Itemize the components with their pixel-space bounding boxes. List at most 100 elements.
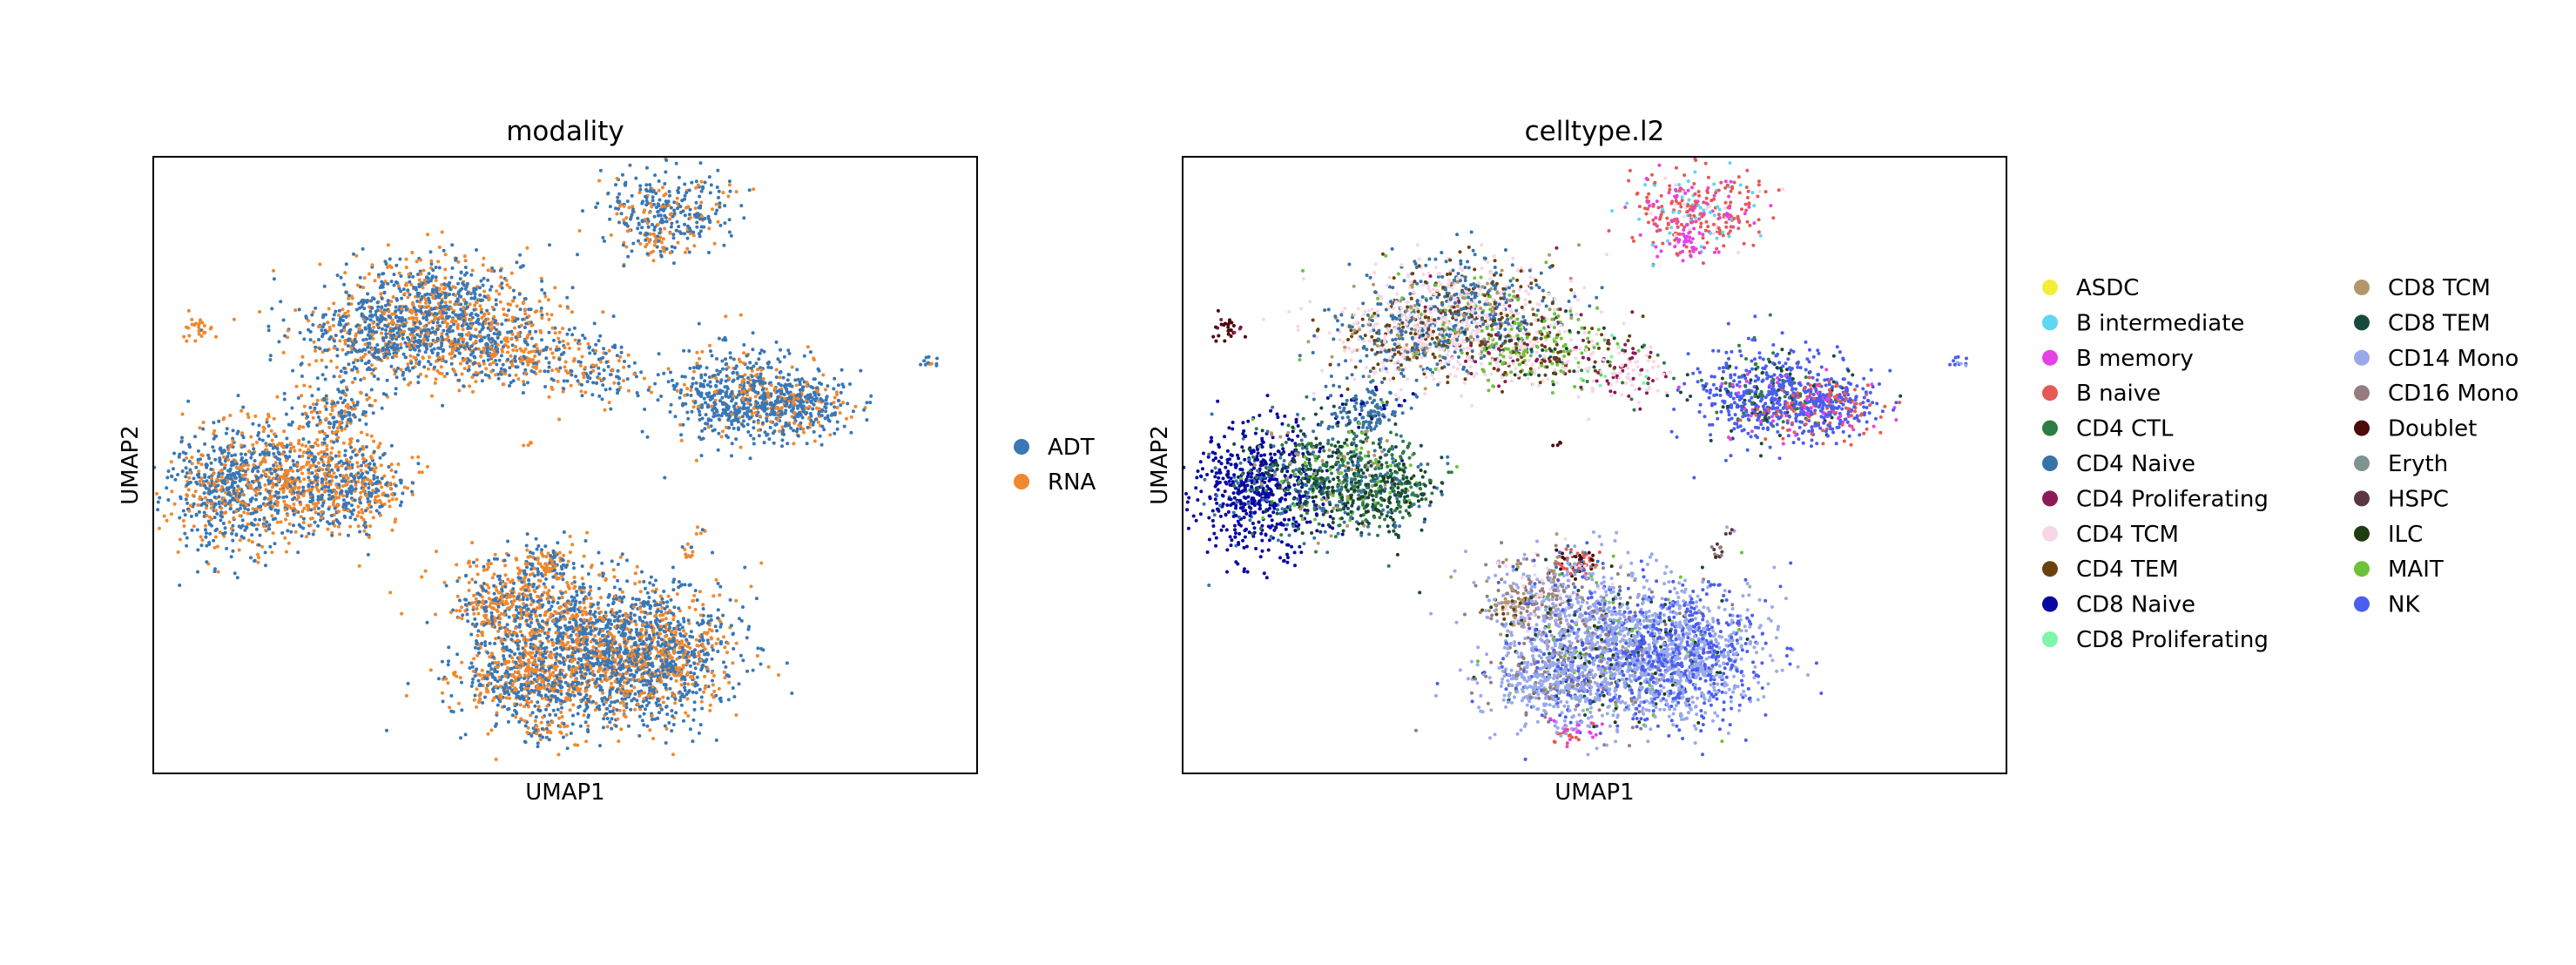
modality-point <box>521 361 525 366</box>
modality-point <box>700 349 705 354</box>
modality-point <box>705 383 710 387</box>
modality-point <box>619 350 624 354</box>
modality-point <box>647 385 651 389</box>
modality-point <box>239 506 242 510</box>
modality-point <box>277 340 281 344</box>
modality-point <box>772 429 777 434</box>
modality-point <box>767 360 771 364</box>
modality-point <box>347 533 350 537</box>
modality-point <box>442 307 446 312</box>
modality-point <box>253 414 258 418</box>
modality-point <box>479 354 483 358</box>
modality-point <box>377 273 381 277</box>
modality-point <box>316 512 320 516</box>
modality-point <box>711 374 715 378</box>
modality-point <box>582 375 586 380</box>
modality-point <box>240 518 245 523</box>
modality-point <box>187 476 192 480</box>
modality-point <box>303 411 307 415</box>
modality-point <box>229 526 233 530</box>
modality-point <box>742 378 746 381</box>
modality-point <box>818 407 821 411</box>
modality-point <box>310 488 314 491</box>
modality-point <box>265 448 269 452</box>
modality-point <box>292 523 295 528</box>
modality-point <box>676 240 680 245</box>
modality-point <box>212 545 217 550</box>
modality-point <box>246 477 250 482</box>
modality-point <box>644 199 649 203</box>
modality-point <box>761 377 765 381</box>
modality-point <box>316 501 320 505</box>
modality-point <box>205 531 208 536</box>
modality-point <box>652 228 657 232</box>
modality-point <box>336 313 341 317</box>
modality-point <box>679 433 684 437</box>
modality-point <box>492 572 496 577</box>
modality-point <box>225 546 229 550</box>
modality-point <box>336 524 341 529</box>
modality-point <box>227 520 232 524</box>
modality-point <box>248 485 253 489</box>
modality-point <box>496 376 501 381</box>
modality-point <box>368 309 373 314</box>
modality-point <box>317 489 320 493</box>
modality-point <box>552 554 556 558</box>
modality-point <box>208 327 212 331</box>
modality-point <box>539 309 543 314</box>
modality-point <box>639 370 644 375</box>
modality-point <box>346 309 350 314</box>
modality-point <box>205 560 209 564</box>
modality-point <box>375 476 380 480</box>
modality-point <box>296 476 300 480</box>
modality-point <box>756 429 760 432</box>
modality-point <box>795 413 799 417</box>
modality-point <box>511 299 516 303</box>
modality-point <box>359 495 363 499</box>
modality-point <box>507 318 511 322</box>
modality-point <box>291 368 295 373</box>
modality-point <box>547 365 551 369</box>
modality-point <box>331 317 335 321</box>
modality-point <box>363 352 368 356</box>
modality-point <box>186 308 191 313</box>
modality-point <box>361 453 365 457</box>
modality-point <box>368 318 373 322</box>
modality-point <box>464 573 469 577</box>
modality-point <box>354 367 359 371</box>
modality-point <box>664 219 669 224</box>
modality-point <box>286 335 290 340</box>
modality-point <box>762 441 766 445</box>
modality-point <box>664 246 669 251</box>
modality-point <box>547 317 551 321</box>
modality-point <box>440 332 444 336</box>
modality-point <box>809 385 813 389</box>
modality-point <box>748 402 752 407</box>
modality-point <box>538 328 543 333</box>
modality-point <box>296 493 300 497</box>
modality-point <box>320 373 325 377</box>
modality-point <box>253 517 257 522</box>
modality-point <box>465 281 469 286</box>
modality-point <box>267 442 272 447</box>
modality-point <box>549 347 553 351</box>
modality-point <box>780 425 785 429</box>
modality-point <box>340 380 344 384</box>
modality-point <box>289 530 293 534</box>
modality-point <box>394 305 398 309</box>
modality-point <box>626 353 631 357</box>
modality-point <box>696 183 700 187</box>
modality-point <box>399 346 403 350</box>
modality-point <box>426 338 430 342</box>
modality-point <box>265 417 269 422</box>
modality-point <box>833 411 838 415</box>
modality-point <box>648 183 652 187</box>
modality-point <box>482 276 486 280</box>
modality-point <box>543 369 547 374</box>
modality-point <box>356 323 360 327</box>
modality-point <box>710 404 714 408</box>
modality-point <box>544 577 548 581</box>
modality-point <box>204 535 208 539</box>
modality-point <box>629 217 632 221</box>
